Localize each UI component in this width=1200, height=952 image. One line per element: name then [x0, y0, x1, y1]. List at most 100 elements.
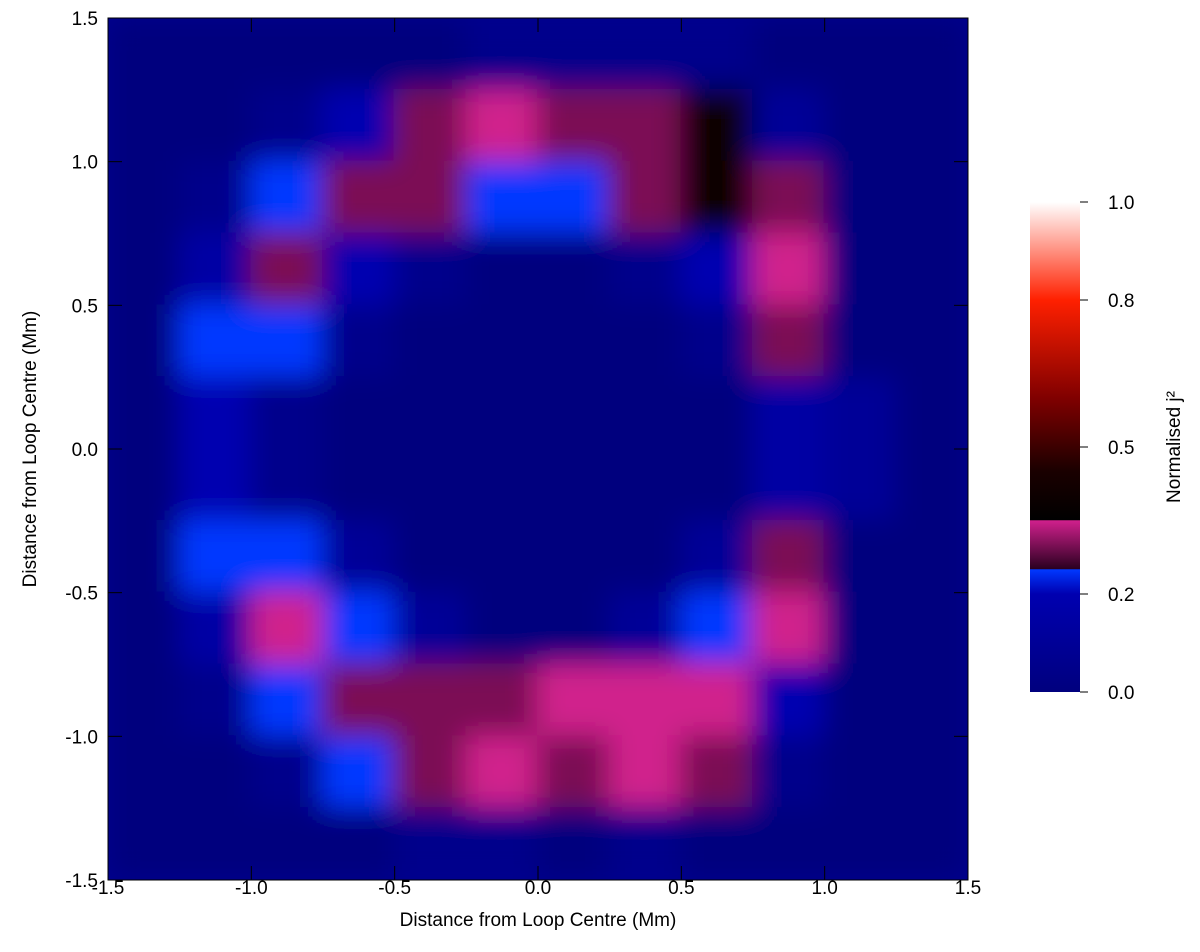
heatmap-cell — [108, 448, 181, 522]
heatmap-cell — [537, 448, 611, 522]
heatmap-cell — [178, 591, 253, 666]
x-tick-label: -1.5 — [92, 878, 125, 899]
y-tick-label: 0.0 — [72, 440, 98, 461]
heatmap-cell — [108, 160, 181, 235]
heatmap-cell — [752, 160, 826, 235]
heatmap-cell — [250, 304, 324, 379]
heatmap-cell — [895, 448, 968, 522]
heatmap-cell — [680, 160, 754, 235]
heatmap-cell — [895, 519, 968, 594]
heatmap-cell — [680, 663, 754, 738]
heatmap-cell — [680, 807, 754, 880]
colorbar-tick-label: 0.0 — [1108, 683, 1134, 704]
colorbar — [1030, 202, 1080, 692]
heatmap-cell — [895, 160, 968, 235]
heatmap-cell — [178, 663, 253, 738]
heatmap-cell — [752, 304, 826, 379]
heatmap-cell — [108, 519, 181, 594]
heatmap-cell — [895, 807, 968, 880]
heatmap-cell — [108, 663, 181, 738]
heatmap-cell — [322, 663, 396, 738]
y-tick-label: 0.5 — [72, 296, 98, 317]
heatmap-cell — [393, 663, 468, 738]
heatmap-cell — [823, 663, 898, 738]
heatmap-cell — [608, 18, 683, 91]
heatmap-cell — [537, 663, 611, 738]
heatmap-cell — [537, 18, 611, 91]
heatmap-cell — [465, 448, 539, 522]
heatmap-cell — [680, 88, 754, 163]
heatmap-cell — [608, 448, 683, 522]
heatmap-cell — [680, 232, 754, 307]
heatmap-cell — [108, 18, 181, 91]
heatmap-cell — [393, 88, 468, 163]
heatmap-cell — [250, 735, 324, 810]
heatmap-cell — [393, 304, 468, 379]
heatmap-cell — [108, 376, 181, 450]
heatmap-cell — [608, 88, 683, 163]
heatmap-cell — [752, 376, 826, 450]
heatmap-cell — [895, 18, 968, 91]
heatmap-cell — [752, 448, 826, 522]
heatmap-cell — [178, 160, 253, 235]
y-tick-label: 1.0 — [72, 153, 98, 174]
heatmap-cell — [680, 18, 754, 91]
x-axis-label: Distance from Loop Centre (Mm) — [400, 910, 677, 931]
heatmap-cells — [108, 18, 968, 880]
x-tick-label: 1.0 — [811, 878, 837, 899]
heatmap-cell — [465, 18, 539, 91]
heatmap-cell — [393, 232, 468, 307]
x-tick-label: 1.5 — [955, 878, 981, 899]
heatmap-cell — [465, 160, 539, 235]
heatmap-cell — [608, 735, 683, 810]
y-tick-label: -1.0 — [65, 727, 98, 748]
heatmap-cell — [322, 232, 396, 307]
heatmap-cell — [537, 591, 611, 666]
heatmap-cell — [895, 304, 968, 379]
heatmap-cell — [823, 519, 898, 594]
heatmap-cell — [537, 519, 611, 594]
x-tick-label: -1.0 — [235, 878, 268, 899]
heatmap-cell — [108, 807, 181, 880]
heatmap-cell — [250, 807, 324, 880]
colorbar-tick-label: 0.2 — [1108, 585, 1134, 606]
heatmap-cell — [895, 376, 968, 450]
y-axis-label: Distance from Loop Centre (Mm) — [20, 311, 41, 588]
heatmap-cell — [465, 88, 539, 163]
heatmap-cell — [178, 519, 253, 594]
heatmap-cell — [608, 304, 683, 379]
heatmap-cell — [608, 807, 683, 880]
heatmap-cell — [393, 807, 468, 880]
heatmap-cell — [250, 18, 324, 91]
heatmap-cell — [108, 232, 181, 307]
y-tick-label: -0.5 — [65, 584, 98, 605]
heatmap-cell — [178, 304, 253, 379]
heatmap-cell — [322, 591, 396, 666]
heatmap-cell — [752, 807, 826, 880]
heatmap-cell — [823, 376, 898, 450]
heatmap-cell — [895, 663, 968, 738]
heatmap-cell — [823, 18, 898, 91]
heatmap-cell — [393, 18, 468, 91]
heatmap-cell — [608, 663, 683, 738]
heatmap-cell — [108, 591, 181, 666]
y-tick-label: -1.5 — [65, 871, 98, 892]
heatmap-cell — [465, 663, 539, 738]
heatmap-cell — [537, 376, 611, 450]
heatmap-cell — [680, 591, 754, 666]
heatmap-cell — [322, 376, 396, 450]
heatmap-cell — [680, 448, 754, 522]
heatmap-cell — [178, 735, 253, 810]
heatmap-cell — [823, 232, 898, 307]
heatmap-cell — [537, 807, 611, 880]
heatmap-cell — [752, 735, 826, 810]
heatmap-cell — [322, 160, 396, 235]
heatmap-cell — [178, 88, 253, 163]
heatmap-cell — [178, 18, 253, 91]
heatmap-cell — [608, 519, 683, 594]
heatmap-cell — [250, 232, 324, 307]
heatmap-cell — [895, 591, 968, 666]
heatmap-cell — [322, 448, 396, 522]
heatmap-cell — [608, 232, 683, 307]
x-tick-label: -0.5 — [378, 878, 411, 899]
